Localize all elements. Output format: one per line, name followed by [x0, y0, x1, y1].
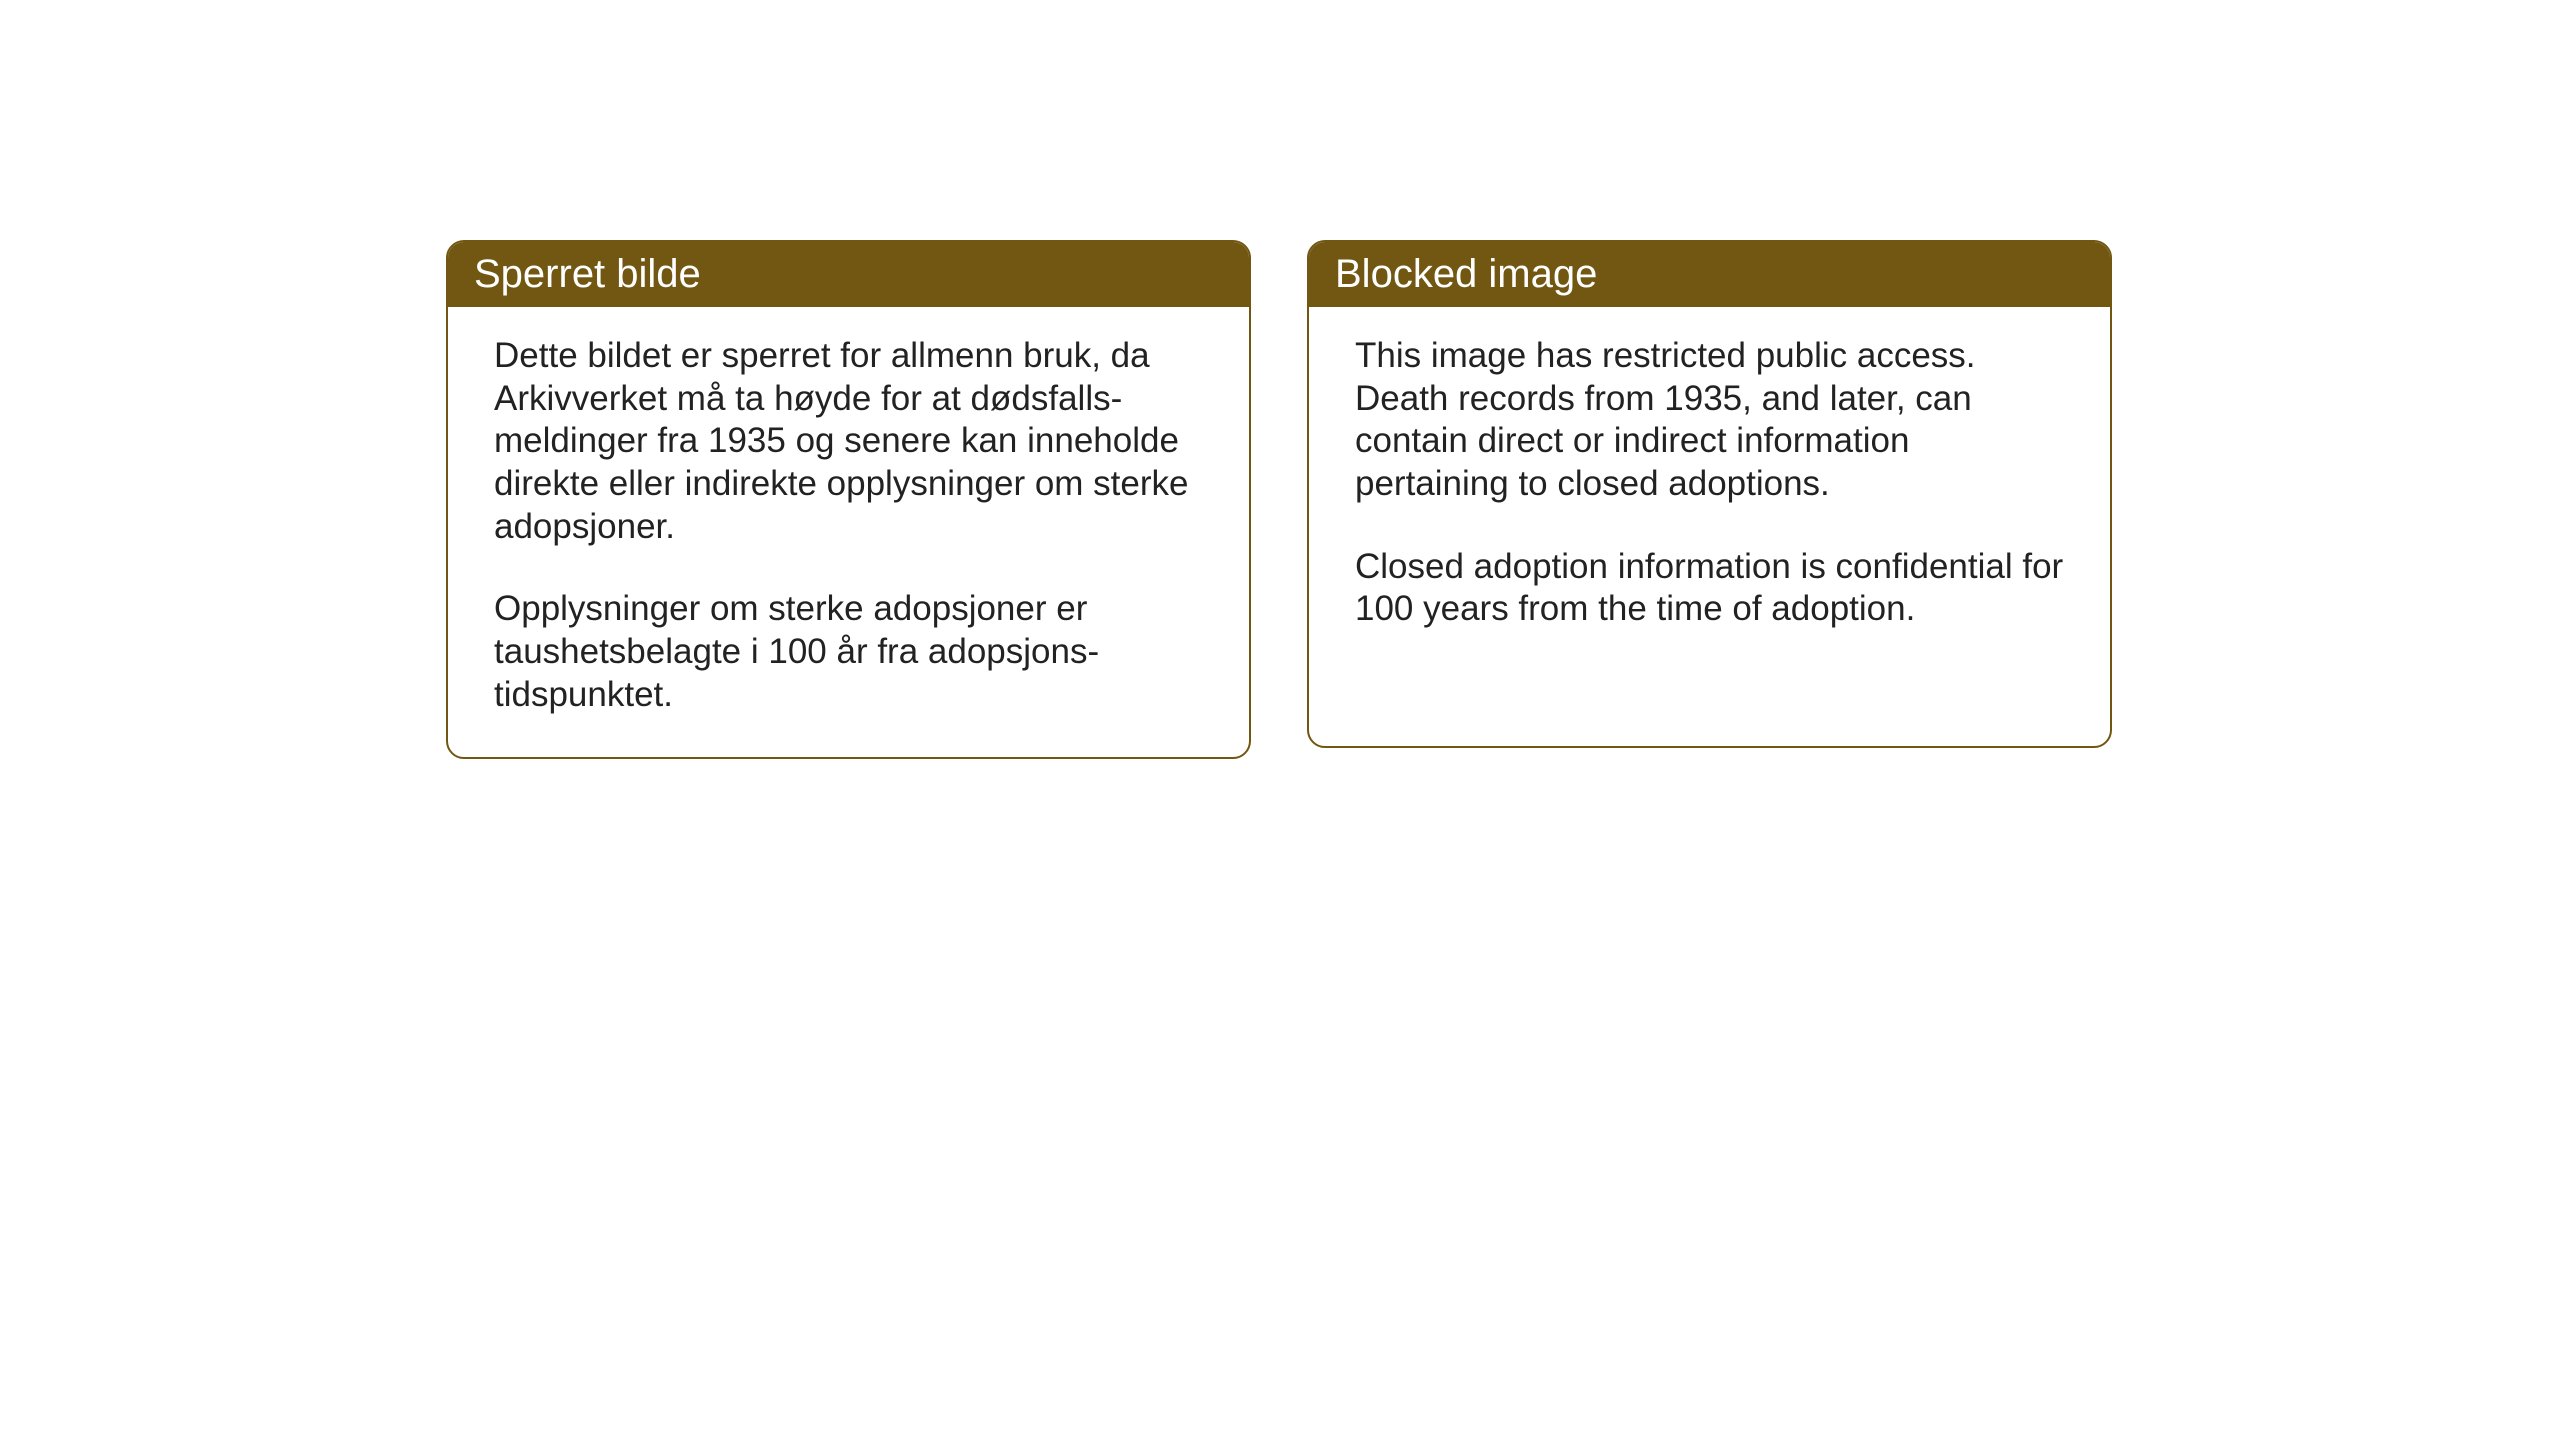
card-paragraph-1-norwegian: Dette bildet er sperret for allmenn bruk…	[494, 335, 1203, 548]
card-title-norwegian: Sperret bilde	[474, 252, 701, 296]
notice-card-norwegian: Sperret bilde Dette bildet er sperret fo…	[446, 240, 1251, 759]
card-body-english: This image has restricted public access.…	[1309, 307, 2110, 671]
card-header-norwegian: Sperret bilde	[448, 242, 1249, 307]
card-header-english: Blocked image	[1309, 242, 2110, 307]
card-body-norwegian: Dette bildet er sperret for allmenn bruk…	[448, 307, 1249, 757]
notice-card-english: Blocked image This image has restricted …	[1307, 240, 2112, 748]
notice-container: Sperret bilde Dette bildet er sperret fo…	[446, 240, 2112, 759]
card-paragraph-2-norwegian: Opplysninger om sterke adopsjoner er tau…	[494, 588, 1203, 716]
card-paragraph-2-english: Closed adoption information is confident…	[1355, 546, 2064, 631]
card-paragraph-1-english: This image has restricted public access.…	[1355, 335, 2064, 506]
card-title-english: Blocked image	[1335, 252, 1597, 296]
